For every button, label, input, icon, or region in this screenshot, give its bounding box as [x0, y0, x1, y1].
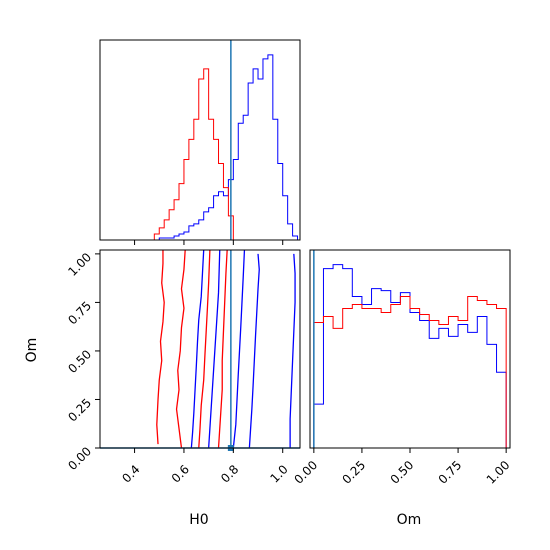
contour-ytick-label-0: 0.00	[65, 444, 94, 473]
contour-line-6	[248, 253, 260, 448]
contour-xtick-label-3: 1.0	[267, 462, 290, 485]
contour-ytick-label-2: 0.50	[65, 347, 94, 376]
contour-line-8	[207, 250, 221, 448]
hist-Om-xtick-label-0: 0.00	[291, 458, 320, 487]
contour-ytick-label-3: 0.75	[65, 299, 94, 328]
hist-Om-xtick-label-3: 0.75	[436, 458, 465, 487]
hist-Om-series-0-step	[313, 264, 507, 448]
hist-Om-series-1-step	[313, 296, 507, 448]
contour-line-0	[156, 250, 165, 445]
x-axis-label-h0: H0	[189, 512, 208, 528]
contour-xtick-label-2: 0.8	[218, 462, 241, 485]
contour-xtick-label-0: 0.4	[119, 462, 142, 485]
contour-line-7	[289, 253, 296, 448]
hist-Om-xtick-label-1: 0.25	[339, 458, 368, 487]
contour-line-5	[232, 250, 246, 448]
hist-om-panel: 0.00 0.25 0.50 0.75 1.00	[291, 249, 513, 487]
hist-H0-series-0-step	[154, 54, 299, 241]
contour-line-1	[217, 250, 228, 448]
hist-Om-xtick-label-4: 1.00	[484, 458, 513, 487]
x-axis-label-om: Om	[397, 512, 422, 528]
hist-H0-series-1-step	[153, 68, 234, 240]
contour-ytick-label-1: 0.25	[65, 396, 94, 425]
contour-frame	[99, 249, 301, 449]
y-axis-label-om: Om	[24, 338, 40, 363]
hist-h0-panel	[99, 39, 301, 245]
contour-line-2	[175, 250, 186, 448]
contour-h0-om-panel: 0.4 0.6 0.8 1.0 0.00 0.25 0.50 0.75 1.00	[65, 249, 301, 486]
contour-xtick-label-1: 0.6	[169, 462, 192, 485]
hist-Om-xtick-label-2: 0.50	[388, 458, 417, 487]
hist-Om-frame	[309, 249, 511, 449]
contour-ytick-label-4: 1.00	[65, 250, 94, 279]
contour-lines	[156, 250, 296, 448]
contour-line-4	[190, 250, 205, 448]
contour-line-3	[198, 250, 211, 448]
hist-H0-frame	[99, 39, 301, 241]
